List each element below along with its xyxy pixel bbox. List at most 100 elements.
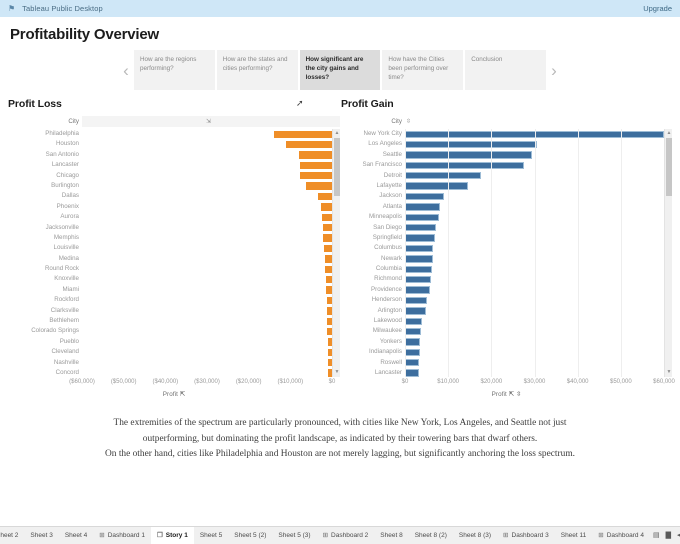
story-prev-arrow-icon[interactable]: ‹ [123, 60, 129, 80]
bar[interactable] [328, 359, 332, 367]
story-point-3[interactable]: How significant are the city gains and l… [299, 50, 381, 90]
category-label[interactable]: Rockford [54, 296, 79, 304]
pin-icon[interactable]: ⇱ [508, 391, 515, 398]
bar[interactable] [273, 130, 332, 138]
category-label[interactable]: Detroit [383, 171, 402, 179]
bar[interactable] [405, 224, 437, 232]
bar[interactable] [326, 286, 332, 294]
category-label[interactable]: Newark [381, 254, 402, 262]
category-label[interactable]: Dallas [61, 192, 79, 200]
scroll-up-icon[interactable]: ▲ [666, 130, 672, 136]
filmstrip-view-icon[interactable]: ▇ [665, 531, 671, 539]
bar[interactable] [405, 244, 434, 253]
sheet-tab-sheet-8[interactable]: Sheet 8 [374, 527, 408, 544]
bar[interactable] [405, 192, 444, 201]
profit-loss-scrollbar[interactable]: ▲ ▼ [332, 129, 340, 377]
category-label[interactable]: New York City [363, 130, 402, 137]
bar-row[interactable] [82, 368, 332, 377]
list-view-icon[interactable]: ▤ [652, 531, 660, 539]
bar-row[interactable] [82, 243, 332, 253]
bar[interactable] [405, 369, 419, 377]
category-label[interactable]: Roswell [380, 358, 402, 366]
category-label[interactable]: Lancaster [374, 368, 402, 376]
profit-loss-bars[interactable] [82, 129, 332, 377]
scroll-down-icon[interactable]: ▼ [334, 369, 340, 375]
bar-row[interactable] [82, 202, 332, 212]
category-label[interactable]: Cleveland [51, 348, 79, 356]
category-label[interactable]: Lafayette [376, 181, 402, 189]
bar[interactable] [327, 327, 332, 336]
bar-row[interactable] [82, 295, 332, 305]
sheet-tab-sheet-5[interactable]: Sheet 5 [194, 527, 228, 544]
sheet-tab-sheet-5-3-[interactable]: Sheet 5 (3) [272, 527, 316, 544]
category-label[interactable]: San Francisco [362, 161, 402, 169]
sheet-tab-sheet-5-2-[interactable]: Sheet 5 (2) [228, 527, 272, 544]
bar[interactable] [323, 234, 332, 242]
category-label[interactable]: Los Angeles [368, 140, 402, 148]
bar[interactable] [324, 244, 332, 253]
upgrade-button[interactable]: Upgrade [643, 4, 672, 13]
category-label[interactable]: Concord [55, 368, 79, 376]
bar[interactable] [405, 286, 431, 294]
category-label[interactable]: Jackson [379, 192, 402, 200]
category-label[interactable]: Bethlehem [49, 317, 79, 325]
category-label[interactable]: Columbia [375, 265, 402, 273]
bar[interactable] [325, 265, 332, 273]
category-label[interactable]: Springfield [372, 233, 402, 241]
bar-row[interactable] [82, 306, 332, 316]
bar[interactable] [405, 275, 431, 284]
bar[interactable] [405, 327, 422, 336]
category-label[interactable]: Clarksville [50, 306, 79, 314]
bar[interactable] [405, 213, 439, 222]
category-label[interactable]: Louisville [53, 244, 79, 252]
bar[interactable] [298, 151, 332, 159]
profit-gain-bars[interactable] [405, 129, 664, 377]
category-label[interactable]: Chicago [56, 171, 79, 179]
story-point-2[interactable]: How are the states and cities performing… [216, 50, 298, 90]
category-label[interactable]: San Diego [373, 223, 402, 231]
sheet-tab-sheet-4[interactable]: Sheet 4 [59, 527, 93, 544]
scroll-up-icon[interactable]: ▲ [334, 130, 340, 136]
bar[interactable] [405, 348, 420, 357]
bar[interactable] [328, 369, 332, 377]
bar-row[interactable] [82, 285, 332, 295]
category-label[interactable]: Richmond [374, 275, 402, 283]
category-label[interactable]: Knoxville [54, 275, 79, 283]
bar-row[interactable] [82, 139, 332, 149]
category-label[interactable]: Houston [55, 140, 79, 148]
category-label[interactable]: Aurora [60, 213, 79, 221]
story-next-arrow-icon[interactable]: › [551, 60, 557, 80]
category-label[interactable]: Miami [62, 285, 80, 293]
bar-row[interactable] [82, 274, 332, 284]
bar-row[interactable] [82, 326, 332, 336]
bar[interactable] [405, 359, 420, 367]
category-label[interactable]: Pueblo [59, 337, 79, 345]
bar[interactable] [405, 317, 423, 325]
bar[interactable] [317, 192, 332, 201]
category-label[interactable]: Yonkers [379, 337, 402, 345]
bar[interactable] [322, 224, 332, 232]
category-label[interactable]: Phoenix [56, 202, 79, 210]
bar-row[interactable] [82, 358, 332, 368]
category-label[interactable]: Round Rock [44, 265, 79, 273]
category-label[interactable]: Henderson [371, 296, 402, 304]
sheet-tab-sheet-2[interactable]: Sheet 2 [0, 527, 24, 544]
scrollbar-thumb[interactable] [666, 138, 672, 196]
bar[interactable] [405, 172, 481, 180]
story-point-5[interactable]: Conclusion [465, 50, 546, 90]
scrollbar-thumb[interactable] [334, 138, 340, 196]
sheet-tab-sheet-8-2-[interactable]: Sheet 8 (2) [409, 527, 453, 544]
category-label[interactable]: Nashville [53, 358, 79, 366]
bar[interactable] [286, 140, 332, 149]
sheet-tab-dashboard-1[interactable]: ⊞ Dashboard 1 [93, 527, 151, 544]
bar[interactable] [405, 255, 434, 263]
category-label[interactable]: Lakewood [373, 317, 402, 325]
sheet-tab-dashboard-2[interactable]: ⊞ Dashboard 2 [317, 527, 375, 544]
bar[interactable] [326, 296, 332, 305]
category-label[interactable]: Milwaukee [372, 327, 402, 335]
story-point-1[interactable]: How are the regions performing? [134, 50, 215, 90]
pin-icon[interactable]: ⇱ [179, 391, 186, 398]
sheet-tab-dashboard-3[interactable]: ⊞ Dashboard 3 [497, 527, 555, 544]
bar[interactable] [306, 182, 332, 190]
scroll-down-icon[interactable]: ▼ [666, 369, 672, 375]
